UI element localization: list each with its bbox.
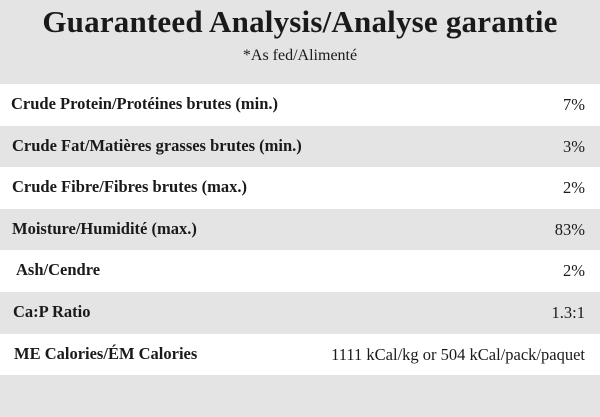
subtitle: *As fed/Alimenté — [242, 47, 358, 64]
row-label: Crude Fat/Matières grasses brutes (min.) — [12, 135, 302, 155]
row-label: Crude Fibre/Fibres brutes (max.) — [12, 177, 247, 197]
page-title: Guaranteed Analysis/Analyse garantie — [42, 4, 558, 39]
row-label: ME Calories/ÉM Calories — [14, 343, 198, 363]
table-row: Ca:P Ratio 1.3:1 — [0, 291, 600, 334]
row-value: 3% — [563, 136, 585, 156]
table-row: Crude Protein/Protéines brutes (min.) 7% — [0, 84, 600, 126]
table-row: ME Calories/ÉM Calories 1111 kCal/kg or 5… — [0, 334, 600, 376]
row-value: 7% — [563, 95, 585, 114]
table-header: Guaranteed Analysis/Analyse garantie *As… — [0, 0, 600, 84]
table-row: Moisture/Humidité (max.) 83% — [0, 208, 600, 251]
row-value: 1111 kCal/kg or 504 kCal/pack/paquet — [331, 344, 585, 364]
row-label: Moisture/Humidité (max.) — [12, 218, 197, 238]
table-row: Crude Fat/Matières grasses brutes (min.)… — [0, 125, 600, 168]
analysis-table: Crude Protein/Protéines brutes (min.) 7% … — [0, 84, 600, 417]
table-row: Crude Fibre/Fibres brutes (max.) 2% — [0, 167, 600, 209]
empty-row — [0, 375, 600, 417]
row-label: Crude Protein/Protéines brutes (min.) — [11, 94, 279, 113]
row-value: 2% — [563, 261, 585, 281]
table-row: Ash/Cendre 2% — [0, 250, 600, 292]
row-value: 1.3:1 — [551, 302, 585, 322]
row-value: 83% — [554, 219, 585, 239]
row-label: Ash/Cendre — [16, 260, 101, 280]
row-value: 2% — [563, 178, 585, 198]
row-label: Ca:P Ratio — [13, 301, 91, 321]
